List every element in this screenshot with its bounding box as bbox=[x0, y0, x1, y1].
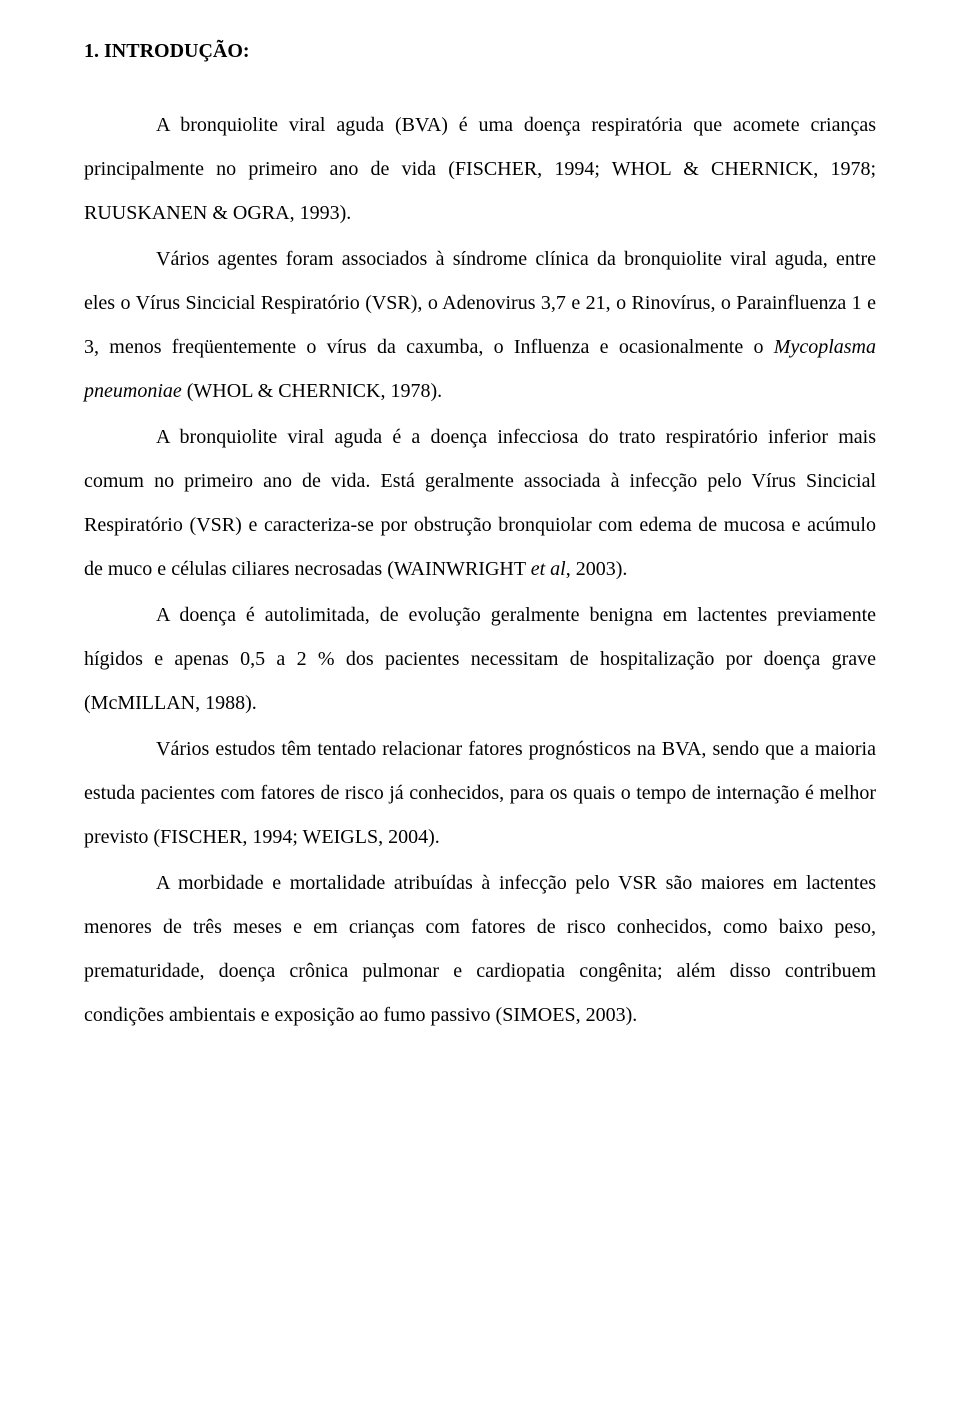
paragraph-1: A bronquiolite viral aguda (BVA) é uma d… bbox=[84, 103, 876, 235]
paragraph-6: A morbidade e mortalidade atribuídas à i… bbox=[84, 861, 876, 1037]
paragraph-2-text-b: (WHOL & CHERNICK, 1978). bbox=[182, 380, 442, 402]
paragraph-3-text-a: A bronquiolite viral aguda é a doença in… bbox=[84, 426, 876, 580]
paragraph-5: Vários estudos têm tentado relacionar fa… bbox=[84, 727, 876, 859]
paragraph-2: Vários agentes foram associados à síndro… bbox=[84, 237, 876, 413]
paragraph-3-text-b: , 2003). bbox=[566, 558, 628, 580]
paragraph-3: A bronquiolite viral aguda é a doença in… bbox=[84, 415, 876, 591]
paragraph-4: A doença é autolimitada, de evolução ger… bbox=[84, 593, 876, 725]
paragraph-2-text-a: Vários agentes foram associados à síndro… bbox=[84, 248, 876, 358]
page-container: 1. INTRODUÇÃO: A bronquiolite viral agud… bbox=[0, 0, 960, 1079]
section-heading: 1. INTRODUÇÃO: bbox=[84, 40, 876, 63]
paragraph-3-italic: et al bbox=[531, 558, 566, 580]
